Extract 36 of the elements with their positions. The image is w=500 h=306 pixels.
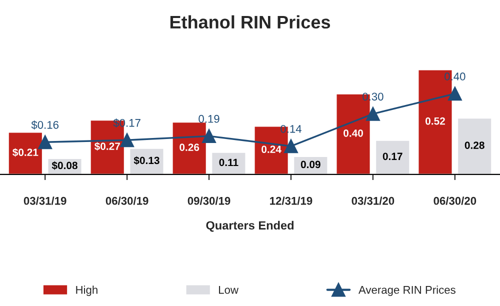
x-tick-label: 03/31/20 bbox=[352, 196, 394, 205]
point bbox=[448, 86, 462, 101]
point bbox=[202, 129, 216, 144]
data-label: $0.13 bbox=[134, 156, 160, 165]
data-label: 0.52 bbox=[426, 117, 445, 125]
data-label: 0.17 bbox=[382, 152, 402, 160]
bar bbox=[8, 131, 44, 174]
point bbox=[120, 133, 134, 148]
data-label: $0.27 bbox=[94, 142, 120, 151]
data-label: 0.19 bbox=[198, 114, 220, 123]
data-label: 0.40 bbox=[344, 129, 363, 137]
bar bbox=[171, 121, 208, 174]
x-axis-title: Quarters Ended bbox=[206, 220, 294, 232]
data-label: $0.08 bbox=[52, 161, 78, 170]
legend-label: High bbox=[76, 286, 98, 296]
x-tick-label: 09/30/19 bbox=[188, 196, 230, 205]
chart-title: Ethanol RIN Prices bbox=[170, 15, 330, 29]
bar bbox=[456, 117, 492, 174]
legend-label: Low bbox=[219, 286, 239, 294]
x-tick-label: 03/31/19 bbox=[24, 196, 66, 205]
data-label: 0.24 bbox=[262, 146, 282, 154]
data-label: $0.21 bbox=[12, 148, 38, 157]
data-label: $0.16 bbox=[31, 120, 58, 130]
data-label: 0.28 bbox=[464, 142, 484, 149]
bar bbox=[210, 152, 247, 174]
point bbox=[284, 139, 298, 154]
data-label: 0.11 bbox=[219, 158, 238, 166]
data-label: 0.09 bbox=[300, 160, 320, 168]
point bbox=[366, 106, 380, 121]
x-tick-label: 06/30/20 bbox=[434, 196, 476, 205]
legend-label: Average RIN Prices bbox=[358, 286, 456, 296]
x-tick-label: 06/30/19 bbox=[106, 196, 148, 205]
x-tick-label: 12/31/19 bbox=[270, 196, 312, 205]
data-label: 0.26 bbox=[180, 144, 200, 151]
point bbox=[38, 135, 52, 150]
bar bbox=[374, 139, 411, 174]
